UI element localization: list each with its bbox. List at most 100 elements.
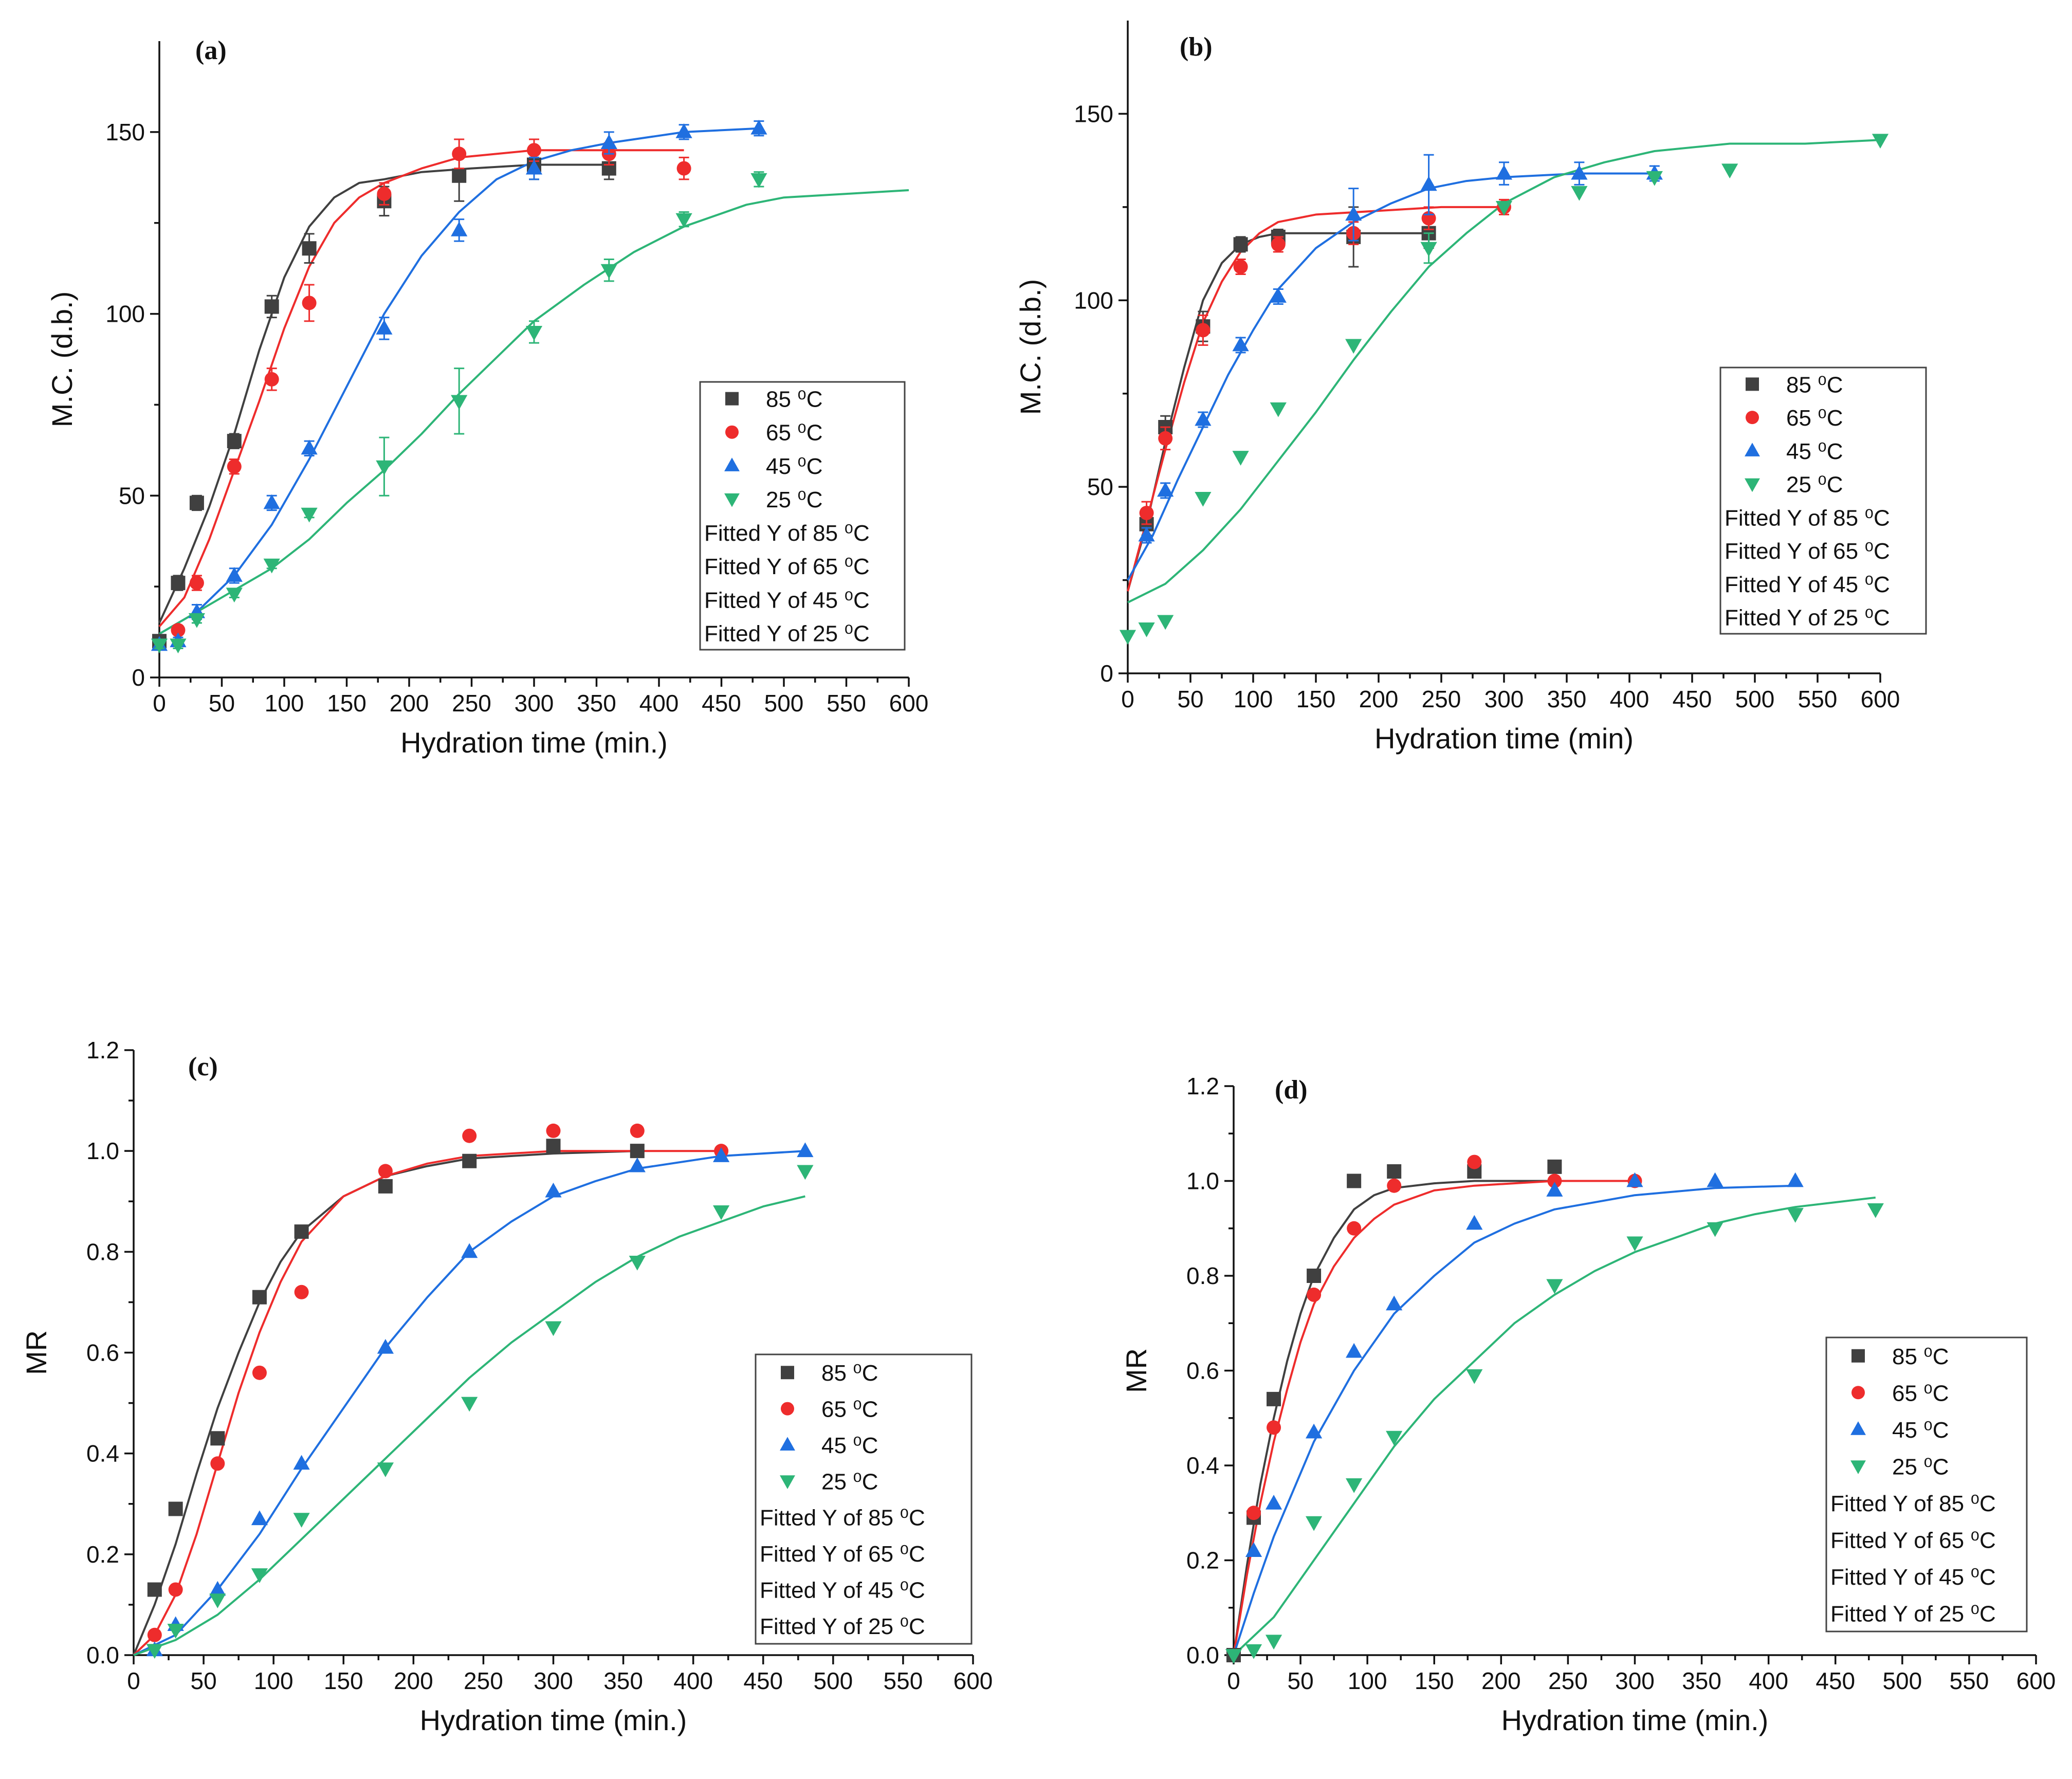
data-point-45: [1306, 1423, 1323, 1439]
data-point-25: [629, 1256, 646, 1271]
y-tick-label: 0.6: [1186, 1358, 1219, 1384]
data-point-65: [527, 143, 541, 158]
data-point-25: [1546, 1279, 1563, 1294]
data-point-25: [461, 1397, 478, 1412]
data-point-85: [252, 1290, 267, 1305]
fit-line-45: [158, 127, 759, 635]
x-tick-label: 500: [1735, 686, 1775, 712]
legend-entry: 25 ⁰C: [821, 1469, 878, 1494]
legend-entry: 45 ⁰C: [766, 454, 823, 479]
y-tick-label: 0.0: [1186, 1642, 1219, 1668]
data-point-45: [1386, 1295, 1403, 1311]
fit-line-85: [133, 1150, 637, 1656]
data-point-65: [147, 1627, 162, 1642]
x-tick-label: 500: [764, 690, 804, 717]
data-point-25: [377, 1462, 394, 1477]
data-point-25: [1157, 615, 1174, 630]
data-point-25: [188, 613, 205, 628]
x-tick-label: 250: [452, 690, 491, 717]
legend-marker-85: [1746, 377, 1759, 391]
data-point-65: [462, 1128, 477, 1143]
chart-panel-b: 0 50 100 150 200 250 300 350 400 450 500 550 600 0 50 1…: [1014, 21, 1927, 755]
data-point-45: [1787, 1172, 1804, 1187]
data-point-65: [294, 1285, 309, 1299]
y-axis-title: MR: [20, 1330, 52, 1375]
data-point-25: [545, 1321, 562, 1336]
legend-marker-65: [781, 1402, 794, 1416]
data-point-45: [377, 1338, 394, 1354]
data-point-85: [1307, 1269, 1322, 1283]
fit-line-25: [158, 189, 909, 635]
data-point-65: [1246, 1506, 1261, 1520]
data-point-65: [377, 187, 392, 201]
x-axis-title: Hydration time (min.): [420, 1704, 687, 1736]
data-point-25: [451, 395, 468, 410]
x-tick-label: 0: [1227, 1667, 1240, 1694]
data-point-25: [1195, 492, 1212, 507]
legend-entry: 45 ⁰C: [1892, 1418, 1949, 1443]
data-point-65: [1271, 237, 1286, 252]
x-tick-label: 250: [1548, 1667, 1588, 1694]
data-point-45: [545, 1182, 562, 1198]
data-point-25: [1626, 1236, 1643, 1252]
y-tick-label: 1.2: [86, 1037, 119, 1063]
legend-entry: 25 ⁰C: [1892, 1454, 1949, 1479]
legend-entry: 85 ⁰C: [1786, 372, 1843, 397]
data-point-85: [1347, 1173, 1362, 1188]
legend-entry: 85 ⁰C: [1892, 1344, 1949, 1369]
data-point-85: [302, 241, 317, 256]
x-tick-label: 500: [813, 1667, 853, 1694]
legend-marker-65: [725, 425, 739, 439]
legend-entry: Fitted Y of 65 ⁰C: [1725, 539, 1890, 564]
data-point-45: [1707, 1172, 1723, 1187]
legend-entry: 65 ⁰C: [1786, 406, 1843, 431]
data-point-85: [227, 434, 242, 449]
fit-line-65: [1127, 206, 1504, 592]
data-point-65: [1307, 1287, 1322, 1302]
legend-entry: 85 ⁰C: [821, 1361, 878, 1386]
y-tick-label: 0.4: [1186, 1452, 1219, 1479]
x-tick-label: 0: [127, 1667, 140, 1694]
x-tick-label: 200: [394, 1667, 433, 1694]
y-axis-title: M.C. (d.b.): [1014, 279, 1047, 415]
data-point-45: [1420, 176, 1437, 191]
data-point-65: [1387, 1178, 1402, 1193]
y-axis-title: MR: [1120, 1348, 1152, 1393]
data-point-65: [1267, 1420, 1281, 1435]
x-tick-label: 300: [1484, 686, 1524, 712]
data-point-65: [546, 1123, 561, 1138]
data-point-85: [264, 299, 279, 314]
fit-line-45: [133, 1150, 805, 1656]
y-tick-label: 0.6: [86, 1340, 119, 1366]
legend-marker-85: [781, 1366, 794, 1380]
data-point-45: [1546, 1182, 1563, 1197]
x-tick-label: 600: [889, 690, 929, 717]
fit-line-85: [158, 163, 609, 623]
data-point-45: [293, 1455, 310, 1470]
data-point-65: [1347, 1221, 1362, 1236]
legend-entry: Fitted Y of 85 ⁰C: [760, 1506, 925, 1531]
legend-entry: Fitted Y of 45 ⁰C: [1725, 572, 1890, 597]
data-point-25: [1420, 242, 1437, 257]
x-tick-label: 550: [1950, 1667, 1989, 1694]
data-point-65: [171, 623, 186, 638]
data-point-25: [1270, 402, 1287, 417]
legend-entry: 25 ⁰C: [766, 487, 823, 512]
x-tick-label: 200: [1481, 1667, 1521, 1694]
data-point-65: [210, 1456, 225, 1471]
data-point-65: [1233, 259, 1248, 274]
legend-entry: Fitted Y of 85 ⁰C: [1830, 1491, 1996, 1516]
fit-line-65: [158, 149, 684, 628]
legend-entry: 85 ⁰C: [766, 387, 823, 412]
data-point-65: [378, 1164, 393, 1179]
fit-line-25: [133, 1195, 805, 1656]
data-point-45: [251, 1510, 268, 1526]
data-point-25: [167, 1624, 184, 1639]
legend-marker-25: [780, 1475, 795, 1489]
x-tick-label: 350: [1682, 1667, 1721, 1694]
data-point-65: [1139, 505, 1154, 520]
x-tick-label: 250: [1422, 686, 1461, 712]
data-point-65: [1196, 323, 1211, 338]
data-point-45: [301, 439, 318, 455]
data-point-45: [1495, 164, 1513, 180]
